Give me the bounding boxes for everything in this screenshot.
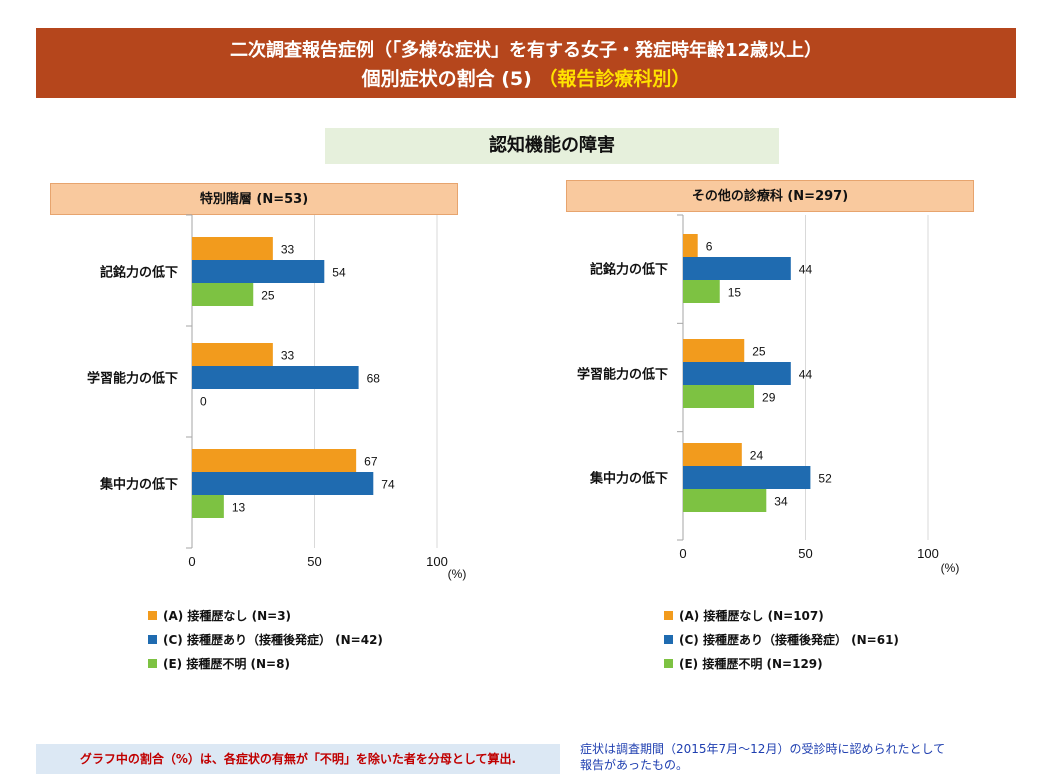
legend-label-a: (A) 接種歴なし (N=3) xyxy=(163,608,292,623)
legend-label-c: (C) 接種歴あり（接種後発症） (N=42) xyxy=(163,632,383,647)
left-legend: (A) 接種歴なし (N=3) (C) 接種歴あり（接種後発症） (N=42) … xyxy=(148,603,383,675)
legend-item-e: (E) 接種歴不明 (N=8) xyxy=(148,651,383,675)
data-label: 44 xyxy=(799,263,813,277)
title-line-2: 個別症状の割合 (5) （報告診療科別） xyxy=(36,64,1016,91)
footnote-left: グラフ中の割合（%）は、各症状の有無が「不明」を除いた者を分母として算出. xyxy=(36,744,560,774)
legend-label-e: (E) 接種歴不明 (N=8) xyxy=(163,656,290,671)
legend-swatch-e xyxy=(664,658,673,668)
data-label: 13 xyxy=(232,501,246,515)
legend-swatch-c xyxy=(148,634,157,644)
category-label: 記銘力の低下 xyxy=(590,262,668,278)
legend-item-c: (C) 接種歴あり（接種後発症） (N=42) xyxy=(148,627,383,651)
bar-a xyxy=(192,343,273,366)
legend-item-a: (A) 接種歴なし (N=107) xyxy=(664,603,899,627)
data-label: 25 xyxy=(752,345,766,359)
legend-item-a: (A) 接種歴なし (N=3) xyxy=(148,603,383,627)
chart-subtitle: 認知機能の障害 xyxy=(325,128,779,164)
footnote-right-line-1: 症状は調査期間（2015年7月～12月）の受診時に認められたとして xyxy=(580,742,946,756)
x-axis-unit: (%) xyxy=(941,561,960,575)
right-legend: (A) 接種歴なし (N=107) (C) 接種歴あり（接種後発症） (N=61… xyxy=(664,603,899,675)
data-label: 15 xyxy=(728,286,742,300)
data-label: 74 xyxy=(381,478,395,492)
data-label: 33 xyxy=(281,243,295,257)
bar-e xyxy=(192,495,224,518)
x-tick-label: 100 xyxy=(426,554,448,569)
x-axis-unit: (%) xyxy=(448,567,467,581)
category-label: 集中力の低下 xyxy=(589,471,668,487)
bar-c xyxy=(192,366,359,389)
data-label: 33 xyxy=(281,349,295,363)
bar-c xyxy=(683,362,791,385)
legend-label-a: (A) 接種歴なし (N=107) xyxy=(679,608,824,623)
legend-swatch-a xyxy=(664,610,673,620)
legend-item-e: (E) 接種歴不明 (N=129) xyxy=(664,651,899,675)
bar-c xyxy=(192,472,374,495)
data-label: 24 xyxy=(750,449,764,463)
legend-label-e: (E) 接種歴不明 (N=129) xyxy=(679,656,823,671)
bar-e xyxy=(683,385,755,408)
bar-a xyxy=(192,449,357,472)
bar-e xyxy=(683,489,767,512)
data-label: 6 xyxy=(706,240,713,254)
data-label: 52 xyxy=(818,472,832,486)
legend-swatch-c xyxy=(664,634,673,644)
data-label: 44 xyxy=(799,368,813,382)
data-label: 0 xyxy=(200,395,207,409)
legend-item-c: (C) 接種歴あり（接種後発症） (N=61) xyxy=(664,627,899,651)
category-label: 学習能力の低下 xyxy=(577,367,668,383)
category-label: 記銘力の低下 xyxy=(100,265,178,281)
category-label: 集中力の低下 xyxy=(99,477,178,493)
legend-swatch-a xyxy=(148,610,157,620)
x-tick-label: 50 xyxy=(798,546,812,561)
data-label: 67 xyxy=(364,455,378,469)
title-line-1: 二次調査報告症例（「多様な症状」を有する女子・発症時年齢12歳以上） xyxy=(229,40,823,61)
legend-label-c: (C) 接種歴あり（接種後発症） (N=61) xyxy=(679,632,899,647)
right-panel-title: その他の診療科 (N=297) xyxy=(566,180,974,212)
data-label: 34 xyxy=(774,495,788,509)
bar-a xyxy=(683,443,742,466)
bar-a xyxy=(683,234,698,257)
x-tick-label: 50 xyxy=(307,554,321,569)
legend-swatch-e xyxy=(148,658,157,668)
x-tick-label: 0 xyxy=(679,546,686,561)
bar-c xyxy=(683,466,811,489)
bar-a xyxy=(192,237,273,260)
bar-e xyxy=(683,280,720,303)
bar-e xyxy=(192,283,254,306)
data-label: 54 xyxy=(332,266,346,280)
x-tick-label: 100 xyxy=(917,546,939,561)
data-label: 25 xyxy=(261,289,275,303)
title-line-2-main: 個別症状の割合 (5) xyxy=(361,68,539,90)
category-label: 学習能力の低下 xyxy=(87,371,178,387)
footnote-right: 症状は調査期間（2015年7月～12月）の受診時に認められたとして 報告があった… xyxy=(580,741,1030,773)
x-tick-label: 0 xyxy=(188,554,195,569)
data-label: 68 xyxy=(367,372,381,386)
bar-c xyxy=(192,260,325,283)
title-line-2-highlight: （報告診療科別） xyxy=(538,68,691,90)
left-panel-title: 特別階層 (N=53) xyxy=(50,183,458,215)
data-label: 29 xyxy=(762,391,776,405)
bar-c xyxy=(683,257,791,280)
bar-a xyxy=(683,339,745,362)
title-banner: 二次調査報告症例（「多様な症状」を有する女子・発症時年齢12歳以上） 個別症状の… xyxy=(36,28,1016,98)
footnote-right-line-2: 報告があったもの。 xyxy=(580,758,689,772)
